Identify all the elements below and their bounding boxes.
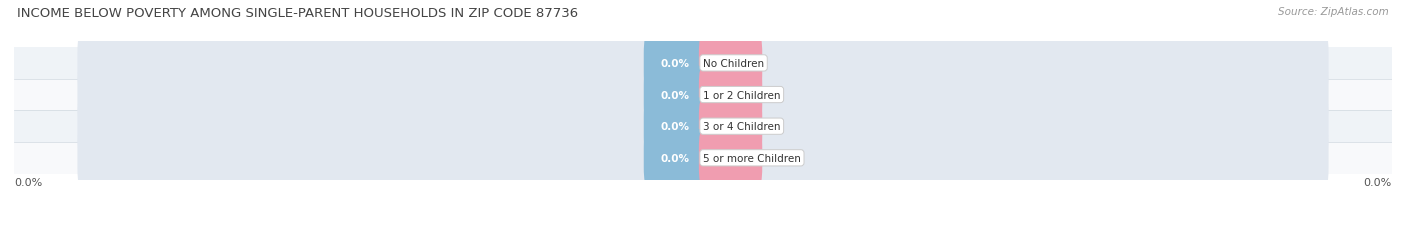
Text: 0.0%: 0.0%	[716, 59, 745, 69]
FancyBboxPatch shape	[699, 67, 762, 124]
Text: 0.0%: 0.0%	[716, 122, 745, 132]
Text: 0.0%: 0.0%	[1364, 178, 1392, 188]
FancyBboxPatch shape	[77, 92, 709, 162]
Text: No Children: No Children	[703, 59, 763, 69]
FancyBboxPatch shape	[644, 35, 707, 92]
FancyBboxPatch shape	[644, 67, 707, 124]
Text: 0.0%: 0.0%	[661, 90, 690, 100]
Text: 0.0%: 0.0%	[661, 122, 690, 132]
FancyBboxPatch shape	[699, 35, 762, 92]
Text: 0.0%: 0.0%	[14, 178, 42, 188]
Text: 3 or 4 Children: 3 or 4 Children	[703, 122, 780, 132]
Bar	[14, 111, 1392, 142]
Text: 0.0%: 0.0%	[661, 153, 690, 163]
Text: 0.0%: 0.0%	[716, 90, 745, 100]
Bar	[14, 142, 1392, 174]
FancyBboxPatch shape	[77, 29, 709, 99]
Text: 0.0%: 0.0%	[716, 153, 745, 163]
FancyBboxPatch shape	[644, 129, 707, 187]
Text: Source: ZipAtlas.com: Source: ZipAtlas.com	[1278, 7, 1389, 17]
FancyBboxPatch shape	[699, 129, 762, 187]
FancyBboxPatch shape	[77, 123, 709, 193]
FancyBboxPatch shape	[697, 60, 1329, 130]
FancyBboxPatch shape	[697, 123, 1329, 193]
Text: INCOME BELOW POVERTY AMONG SINGLE-PARENT HOUSEHOLDS IN ZIP CODE 87736: INCOME BELOW POVERTY AMONG SINGLE-PARENT…	[17, 7, 578, 20]
FancyBboxPatch shape	[697, 92, 1329, 162]
FancyBboxPatch shape	[77, 60, 709, 130]
FancyBboxPatch shape	[699, 98, 762, 155]
Bar	[14, 79, 1392, 111]
Bar	[14, 48, 1392, 79]
Text: 1 or 2 Children: 1 or 2 Children	[703, 90, 780, 100]
FancyBboxPatch shape	[644, 98, 707, 155]
FancyBboxPatch shape	[697, 29, 1329, 99]
Text: 0.0%: 0.0%	[661, 59, 690, 69]
Text: 5 or more Children: 5 or more Children	[703, 153, 801, 163]
